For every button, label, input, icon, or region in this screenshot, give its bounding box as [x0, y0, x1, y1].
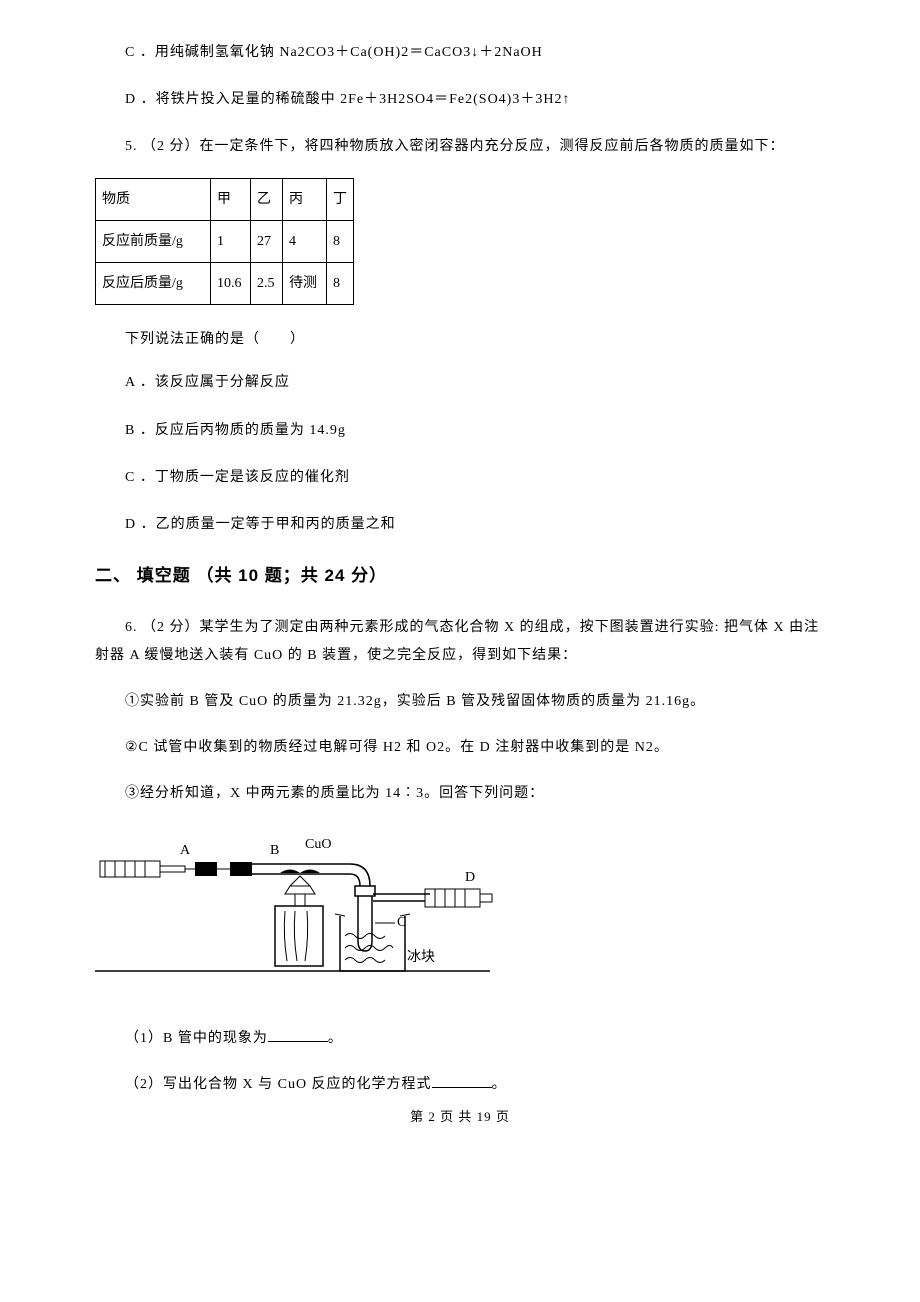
q6-sub2-suffix: 。 [492, 1077, 507, 1092]
table-row: 物质 甲 乙 丙 丁 [96, 178, 354, 220]
blank-field[interactable] [268, 1028, 328, 1042]
q6-sub1-suffix: 。 [328, 1031, 343, 1046]
q6-stem: 6. （2 分）某学生为了测定由两种元素形成的气态化合物 X 的组成，按下图装置… [95, 614, 825, 670]
table-cell: 1 [211, 220, 251, 262]
table-cell: 待测 [283, 262, 327, 304]
q4-option-c: C ．用纯碱制氢氧化钠 Na2CO3＋Ca(OH)2＝CaCO3↓＋2NaOH [95, 40, 825, 65]
table-cell: 丙 [283, 178, 327, 220]
q5-table: 物质 甲 乙 丙 丁 反应前质量/g 1 27 4 8 反应后质量/g 10.6… [95, 178, 354, 306]
q5-option-d: D ．乙的质量一定等于甲和丙的质量之和 [95, 512, 825, 537]
table-row: 反应前质量/g 1 27 4 8 [96, 220, 354, 262]
q5-option-b: B ．反应后丙物质的质量为 14.9g [95, 418, 825, 443]
table-cell: 8 [327, 262, 354, 304]
table-cell: 27 [251, 220, 283, 262]
page-footer: 第 2 页 共 19 页 [95, 1105, 825, 1128]
q6-p3: ③经分析知道，X 中两元素的质量比为 14∶3。回答下列问题： [95, 780, 825, 808]
table-cell: 反应前质量/g [96, 220, 211, 262]
q6-sub2: （2）写出化合物 X 与 CuO 反应的化学方程式 。 [95, 1071, 825, 1099]
table-cell: 10.6 [211, 262, 251, 304]
q6-sub1-prefix: （1）B 管中的现象为 [125, 1031, 268, 1046]
q6-sub2-prefix: （2）写出化合物 X 与 CuO 反应的化学方程式 [125, 1077, 432, 1092]
q6-p1: ①实验前 B 管及 CuO 的质量为 21.32g，实验后 B 管及残留固体物质… [95, 688, 825, 716]
label-a: A [180, 843, 191, 858]
q6-sub1: （1）B 管中的现象为 。 [95, 1025, 825, 1053]
q4-option-d: D ．将铁片投入足量的稀硫酸中 2Fe＋3H2SO4＝Fe2(SO4)3＋3H2… [95, 87, 825, 112]
q5-ask: 下列说法正确的是（ ） [95, 327, 825, 352]
label-cuo: CuO [305, 837, 331, 852]
table-cell: 乙 [251, 178, 283, 220]
table-cell: 反应后质量/g [96, 262, 211, 304]
blank-field[interactable] [432, 1074, 492, 1088]
section2-heading: 二、 填空题 （共 10 题；共 24 分） [95, 561, 825, 592]
q6-figure: A B CuO C [95, 826, 825, 1001]
q5-stem: 5. （2 分）在一定条件下，将四种物质放入密闭容器内充分反应，测得反应前后各物… [95, 134, 825, 159]
table-cell: 8 [327, 220, 354, 262]
table-cell: 物质 [96, 178, 211, 220]
apparatus-svg: A B CuO C [95, 826, 495, 1001]
label-ice: 冰块 [407, 949, 435, 965]
table-cell: 甲 [211, 178, 251, 220]
q5-option-a: A ．该反应属于分解反应 [95, 370, 825, 395]
table-cell: 2.5 [251, 262, 283, 304]
table-row: 反应后质量/g 10.6 2.5 待测 8 [96, 262, 354, 304]
table-cell: 4 [283, 220, 327, 262]
table-cell: 丁 [327, 178, 354, 220]
label-b: B [270, 843, 279, 858]
q5-option-c: C ．丁物质一定是该反应的催化剂 [95, 465, 825, 490]
label-d: D [465, 870, 475, 885]
q6-p2: ②C 试管中收集到的物质经过电解可得 H2 和 O2。在 D 注射器中收集到的是… [95, 734, 825, 762]
